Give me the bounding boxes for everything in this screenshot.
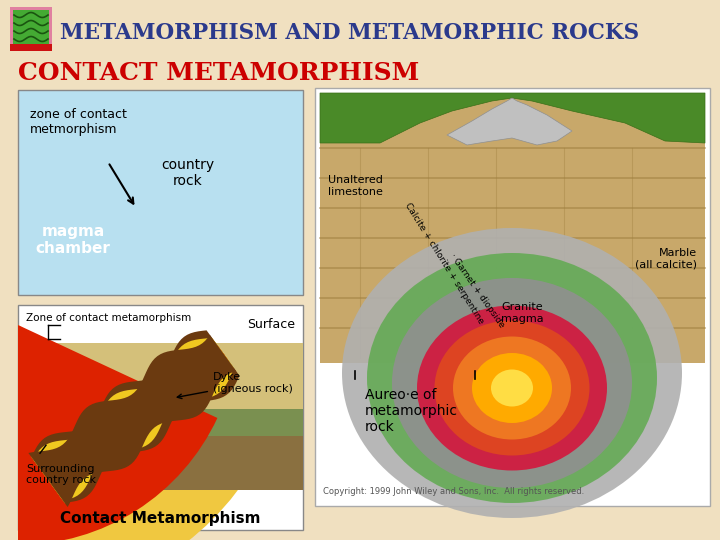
Polygon shape: [33, 338, 234, 501]
Ellipse shape: [472, 353, 552, 423]
Bar: [18, 305, 303, 530]
Ellipse shape: [453, 336, 571, 440]
Text: Contact Metamorphism: Contact Metamorphism: [60, 510, 261, 525]
Text: METAMORPHISM AND METAMORPHIC ROCKS: METAMORPHISM AND METAMORPHIC ROCKS: [60, 22, 639, 44]
FancyBboxPatch shape: [10, 7, 52, 51]
Ellipse shape: [367, 253, 657, 503]
Polygon shape: [31, 341, 232, 504]
Polygon shape: [320, 93, 705, 143]
Text: Dyke
(igneous rock): Dyke (igneous rock): [177, 372, 293, 399]
Text: zone of contact
metmorphism: zone of contact metmorphism: [30, 108, 127, 136]
Bar: [18, 409, 303, 436]
Text: Calcite + chlorite + serpentine: Calcite + chlorite + serpentine: [402, 201, 485, 325]
Text: magma
chamber: magma chamber: [35, 224, 110, 256]
Ellipse shape: [417, 306, 607, 470]
Bar: [18, 90, 303, 295]
Polygon shape: [37, 351, 225, 494]
Text: Zone of contact metamorphism: Zone of contact metamorphism: [26, 313, 192, 323]
Text: Marble
(all calcite): Marble (all calcite): [635, 248, 697, 269]
Text: · Garnet + diopside: · Garnet + diopside: [448, 252, 506, 330]
Text: Aureo·e of
metamorphic
rock: Aureo·e of metamorphic rock: [365, 388, 458, 434]
Ellipse shape: [434, 321, 590, 456]
Text: country
rock: country rock: [161, 158, 215, 188]
Ellipse shape: [342, 228, 682, 518]
Wedge shape: [18, 325, 256, 540]
Polygon shape: [32, 330, 240, 503]
FancyBboxPatch shape: [13, 10, 49, 46]
Text: Surface: Surface: [247, 319, 295, 332]
Polygon shape: [34, 347, 228, 500]
Text: Unaltered
limestone: Unaltered limestone: [328, 175, 383, 197]
Bar: [320, 93, 705, 363]
Bar: [18, 343, 303, 409]
Ellipse shape: [491, 369, 533, 407]
Bar: [18, 436, 303, 490]
Polygon shape: [35, 345, 229, 497]
Bar: [315, 88, 710, 506]
Polygon shape: [447, 98, 572, 145]
Wedge shape: [18, 325, 217, 540]
Text: Surrounding
country rock: Surrounding country rock: [26, 463, 96, 485]
Ellipse shape: [392, 278, 632, 488]
Text: CONTACT METAMORPHISM: CONTACT METAMORPHISM: [18, 61, 419, 85]
Text: Granite
magma: Granite magma: [500, 302, 544, 324]
Text: Copyright: 1999 John Wiley and Sons, Inc.  All rights reserved.: Copyright: 1999 John Wiley and Sons, Inc…: [323, 487, 584, 496]
Polygon shape: [28, 335, 236, 507]
FancyBboxPatch shape: [10, 44, 52, 51]
